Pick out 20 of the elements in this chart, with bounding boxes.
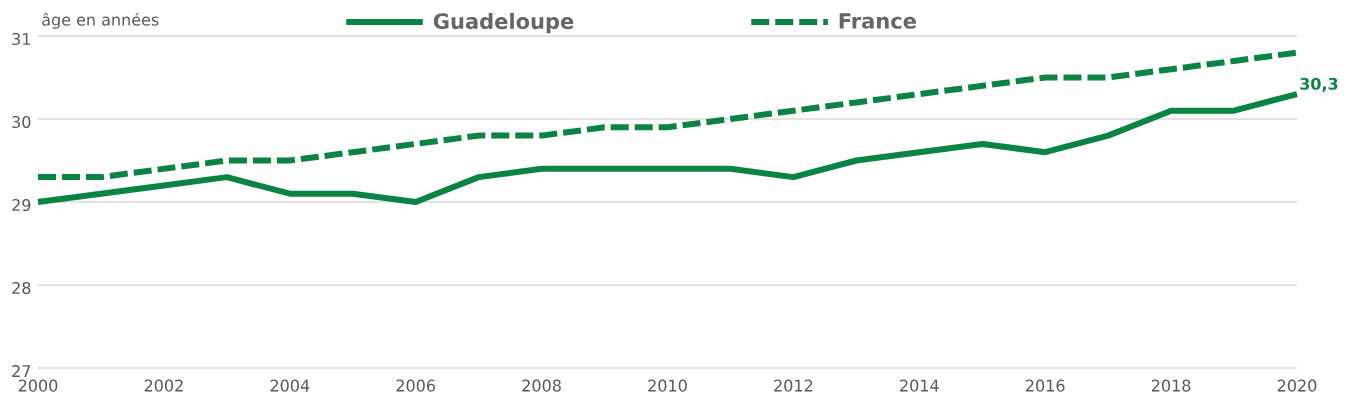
y-tick-label: 27 — [12, 365, 31, 377]
x-tick-label: 2020 — [1277, 379, 1317, 392]
x-tick-label: 2008 — [522, 379, 561, 392]
x-tick-label: 2004 — [270, 379, 310, 392]
x-tick-label: 2006 — [396, 379, 436, 392]
x-tick-label: 2012 — [774, 379, 813, 392]
x-tick-label: 2010 — [648, 379, 687, 392]
y-tick-label: 30 — [12, 115, 31, 129]
legend-label: France — [839, 13, 916, 29]
x-tick-label: 2014 — [900, 379, 939, 392]
x-tick-label: 2002 — [144, 379, 183, 392]
y-tick-label: 31 — [12, 32, 30, 46]
legend-label: Guadeloupe — [433, 12, 574, 34]
x-tick-label: 2016 — [1026, 379, 1065, 392]
data-label: 30,3 — [1300, 77, 1338, 92]
x-tick-label: 2018 — [1151, 379, 1191, 392]
y-tick-label: 29 — [12, 198, 31, 212]
y-axis-title: âge en années — [42, 12, 159, 29]
x-tick-label: 2000 — [18, 379, 58, 392]
y-tick-label: 28 — [12, 281, 31, 295]
